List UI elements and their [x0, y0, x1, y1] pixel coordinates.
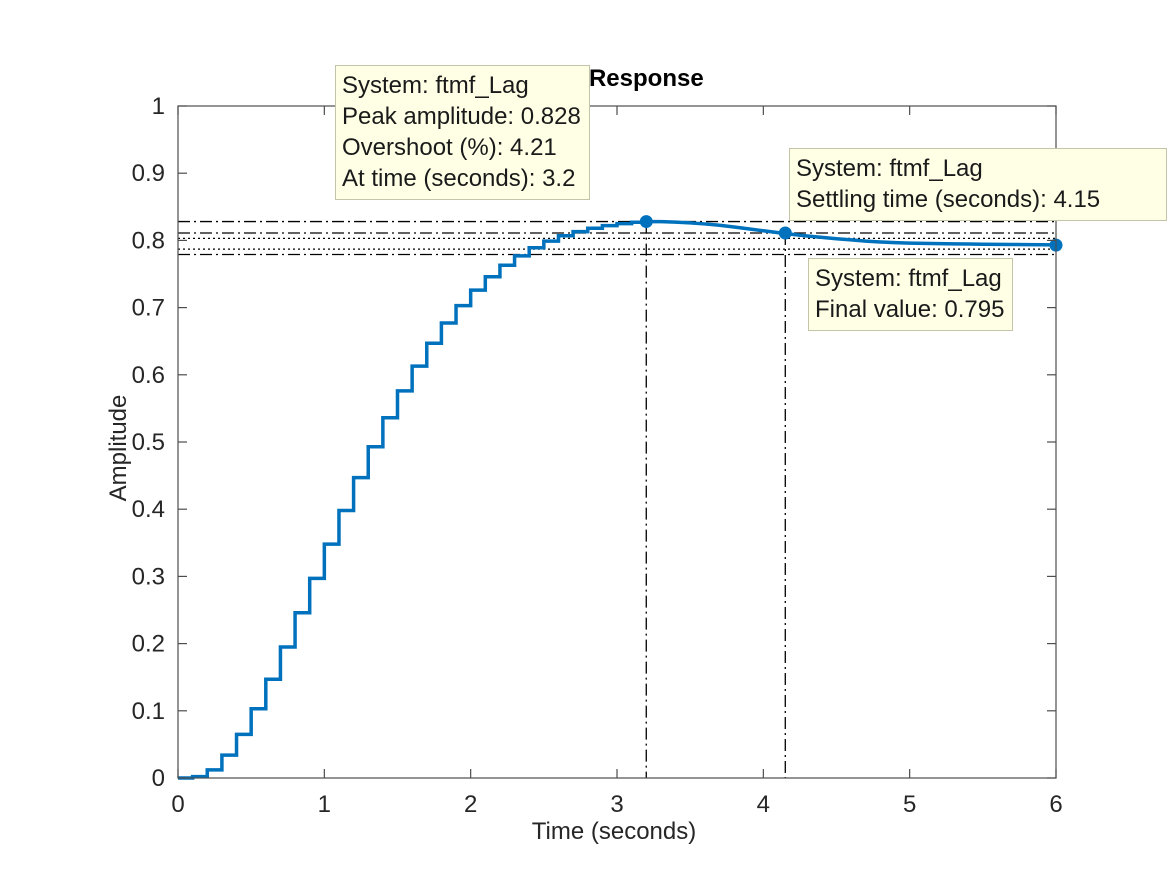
x-tick-label-2: 2: [464, 791, 477, 818]
y-tick-label-10: 1: [152, 93, 165, 120]
reference-lines: [178, 220, 1056, 778]
peak-annotation-overshoot: Overshoot (%): 4.21: [342, 134, 557, 161]
peak-marker: [639, 215, 653, 229]
axis-ticks: [177, 105, 1057, 779]
settling-annotation-system: System: ftmf_Lag: [796, 155, 983, 182]
response-series-line: [178, 219, 1057, 780]
y-tick-label-6: 0.6: [132, 362, 165, 389]
y-tick-label-5: 0.5: [132, 429, 165, 456]
y-tick-label-7: 0.7: [132, 295, 165, 322]
y-tick-label-2: 0.2: [132, 631, 165, 658]
x-tick-label-0: 0: [171, 791, 184, 818]
x-axis-label: Time (seconds): [532, 818, 696, 845]
peak-annotation-time: At time (seconds): 3.2: [342, 165, 576, 192]
y-tick-label-4: 0.4: [132, 496, 165, 523]
peak-annotation-tooltip: System: ftmf_Lag Peak amplitude: 0.828 O…: [335, 65, 590, 200]
peak-annotation-amplitude: Peak amplitude: 0.828: [342, 103, 581, 130]
axis-tick-labels: 0 1 2 3 4 5 6 0 0.1 0.2 0.3 0.4 0.5 0.6 0.7 0.8 0.9 1: [132, 93, 1063, 818]
final-annotation-tooltip: System: ftmf_Lag Final value: 0.795: [808, 258, 1014, 331]
x-tick-label-6: 6: [1049, 791, 1062, 818]
settling-annotation-time: Settling time (seconds): 4.15: [796, 186, 1101, 213]
final-annotation-value: Final value: 0.795: [815, 296, 1005, 323]
final-annotation-system: System: ftmf_Lag: [815, 265, 1002, 292]
y-tick-label-3: 0.3: [132, 563, 165, 590]
y-tick-label-1: 0.1: [132, 698, 165, 725]
x-tick-label-5: 5: [903, 791, 916, 818]
y-tick-label-9: 0.9: [132, 160, 165, 187]
peak-annotation-system: System: ftmf_Lag: [342, 72, 529, 99]
y-tick-label-0: 0: [152, 765, 165, 792]
y-tick-label-8: 0.8: [132, 227, 165, 254]
settling-marker: [778, 226, 792, 240]
settling-annotation-tooltip: System: ftmf_Lag Settling time (seconds)…: [789, 148, 1167, 221]
y-axis-label: Amplitude: [105, 395, 132, 502]
x-tick-label-1: 1: [318, 791, 331, 818]
x-tick-label-3: 3: [610, 791, 623, 818]
x-tick-label-4: 4: [757, 791, 770, 818]
